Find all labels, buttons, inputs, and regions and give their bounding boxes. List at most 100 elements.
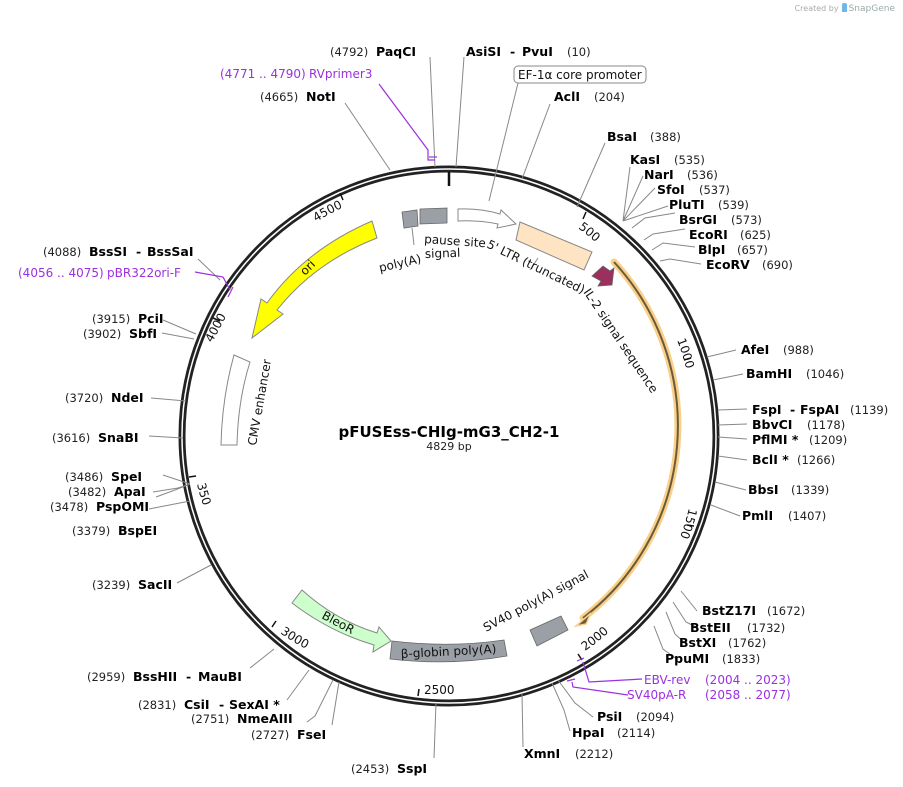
primer-sv40pa-r[interactable]: SV40pA-R (2058 .. 2077) [627, 688, 791, 702]
feature-bglobin-polya[interactable] [389, 639, 508, 663]
scale-labels: 500 1000 1500 2000 2500 3000 3500 4000 4… [0, 0, 700, 697]
enzyme-bstxi[interactable]: BstXI (1762) [679, 635, 766, 650]
svg-text:PsiI: PsiI [597, 709, 622, 724]
enzyme-pluti[interactable]: PluTI (539) [669, 197, 749, 212]
svg-text:AsiSI: AsiSI [466, 44, 501, 59]
svg-text:(539): (539) [718, 198, 749, 212]
enzyme-paqci[interactable]: (4792) PaqCI [330, 44, 416, 59]
feature-il2-signal[interactable] [591, 265, 615, 287]
enzyme-snabi[interactable]: (3616) SnaBI [52, 430, 139, 445]
feature-polya-signal[interactable] [401, 209, 419, 229]
label-bleor: BleoR [320, 608, 357, 637]
feature-ori[interactable] [251, 220, 378, 340]
enzyme-bcli[interactable]: BclI * (1266) [752, 452, 835, 467]
tick-1000: 1000 [674, 336, 697, 370]
svg-text:(1139): (1139) [850, 403, 888, 417]
svg-text:PciI: PciI [138, 311, 164, 326]
enzyme-acli[interactable]: AclI (204) [554, 89, 625, 104]
svg-text:(4665): (4665) [260, 90, 298, 104]
enzyme-psii[interactable]: PsiI (2094) [597, 709, 674, 724]
feature-ef1a-promoter[interactable] [457, 208, 518, 229]
enzyme-sacii[interactable]: (3239) SacII [92, 577, 172, 592]
enzyme-apai[interactable]: (3482) ApaI [68, 484, 146, 499]
enzyme-pcii[interactable]: (3915) PciI [92, 311, 164, 326]
enzyme-noti[interactable]: (4665) NotI [260, 89, 336, 104]
enzyme-sspi[interactable]: (2453) SspI [351, 761, 427, 776]
svg-text:(3379): (3379) [72, 524, 110, 538]
enzyme-bsrgi[interactable]: BsrGI (573) [679, 212, 762, 227]
enzyme-nari[interactable]: NarI (536) [644, 167, 718, 182]
svg-text:(2212): (2212) [575, 747, 613, 761]
primer-pbr322ori-f[interactable]: (4056 .. 4075) pBR322ori-F [18, 266, 181, 280]
enzyme-ecorv[interactable]: EcoRV (690) [706, 257, 793, 272]
svg-text:PvuI: PvuI [522, 44, 553, 59]
svg-text:(3915): (3915) [92, 312, 130, 326]
svg-text:BlpI: BlpI [698, 242, 725, 257]
enzyme-pmli[interactable]: PmlI (1407) [742, 508, 826, 523]
enzyme-csii-sexai[interactable]: (2831) CsiI - SexAI * [138, 697, 280, 712]
svg-text:XmnI: XmnI [524, 746, 560, 761]
label-sv40: SV40 poly(A) signal [481, 567, 591, 634]
svg-text:(3902): (3902) [83, 327, 121, 341]
svg-text:(573): (573) [731, 213, 762, 227]
enzyme-bsssi-bsssai[interactable]: (4088) BssSI - BssSaI [43, 244, 194, 259]
enzyme-sfoi[interactable]: SfoI (537) [657, 182, 730, 197]
feature-sv40-polya[interactable] [529, 615, 569, 647]
enzyme-bspei[interactable]: (3379) BspEI [72, 523, 157, 538]
enzyme-ndei[interactable]: (3720) NdeI [65, 390, 144, 405]
enzyme-sbfi[interactable]: (3902) SbfI [83, 326, 157, 341]
enzyme-bsai[interactable]: BsaI (388) [607, 129, 681, 144]
feature-5-ltr[interactable] [515, 221, 593, 271]
enzyme-bbsi[interactable]: BbsI (1339) [748, 482, 829, 497]
tick-500: 500 [576, 219, 603, 244]
svg-text:HpaI: HpaI [572, 725, 605, 740]
enzyme-fspi-fspai[interactable]: FspI - FspAI (1139) [752, 402, 888, 417]
snapgene-credit: Created by SnapGene [795, 3, 895, 14]
enzyme-bamhi[interactable]: BamHI (1046) [746, 366, 844, 381]
enzyme-afei[interactable]: AfeI (988) [741, 342, 814, 357]
enzyme-fsei[interactable]: (2727) FseI [251, 727, 326, 742]
svg-text:(2831): (2831) [138, 698, 176, 712]
svg-text:BclI *: BclI * [752, 452, 789, 467]
svg-text:SacII: SacII [138, 577, 172, 592]
svg-text:(1046): (1046) [806, 367, 844, 381]
enzyme-hpai[interactable]: HpaI (2114) [572, 725, 655, 740]
enzyme-bstz17i[interactable]: BstZ17I (1672) [702, 603, 805, 618]
label-pause-site: pause site [424, 232, 487, 250]
enzyme-spei[interactable]: (3486) SpeI [65, 469, 142, 484]
enzyme-ppumi[interactable]: PpuMI (1833) [665, 651, 760, 666]
svg-text:BstZ17I: BstZ17I [702, 603, 756, 618]
label-il2-signal: IL-2 signal sequence [581, 286, 661, 396]
svg-text:(204): (204) [594, 90, 625, 104]
enzyme-ecori[interactable]: EcoRI (625) [689, 227, 771, 242]
enzyme-nmeaiii[interactable]: (2751) NmeAIII [191, 711, 293, 726]
cds-arc[interactable] [573, 258, 682, 628]
feature-cmv-enhancer[interactable] [220, 354, 251, 446]
primer-ebv-rev[interactable]: EBV-rev (2004 .. 2023) [644, 673, 791, 687]
enzyme-bbvci[interactable]: BbvCI (1178) [752, 417, 845, 432]
feature-bleor[interactable] [291, 589, 392, 653]
svg-text:BbvCI: BbvCI [752, 417, 792, 432]
svg-text:(4056 .. 4075): (4056 .. 4075) [18, 266, 104, 280]
enzyme-bsteii[interactable]: BstEII (1732) [690, 620, 785, 635]
enzyme-xmni[interactable]: XmnI (2212) [524, 746, 613, 761]
feature-pause-site[interactable] [419, 207, 448, 225]
enzyme-bsshii-maubi[interactable]: (2959) BssHII - MauBI [87, 669, 242, 684]
svg-text:(2453): (2453) [351, 762, 389, 776]
svg-text:PspOMI: PspOMI [96, 499, 149, 514]
credit-prefix: Created by [794, 4, 839, 13]
ef1a-callout[interactable]: EF-1α core promoter [488, 65, 647, 202]
enzyme-pspomi[interactable]: (3478) PspOMI [50, 499, 149, 514]
svg-text:SbfI: SbfI [129, 326, 157, 341]
enzyme-pflmi[interactable]: PflMI * (1209) [752, 432, 847, 447]
enzyme-blpi[interactable]: BlpI (657) [698, 242, 768, 257]
svg-text:(4088): (4088) [43, 245, 81, 259]
svg-text:PmlI: PmlI [742, 508, 773, 523]
primer-rvprimer3[interactable]: (4771 .. 4790) RVprimer3 [220, 67, 372, 81]
svg-text:(1407): (1407) [788, 509, 826, 523]
enzyme-kasi[interactable]: KasI (535) [630, 152, 705, 167]
svg-text:(3482): (3482) [68, 485, 106, 499]
svg-text:(2727): (2727) [251, 728, 289, 742]
svg-text:SexAI *: SexAI * [229, 697, 280, 712]
enzyme-asisi-pvui[interactable]: AsiSI - PvuI (10) [466, 44, 591, 59]
